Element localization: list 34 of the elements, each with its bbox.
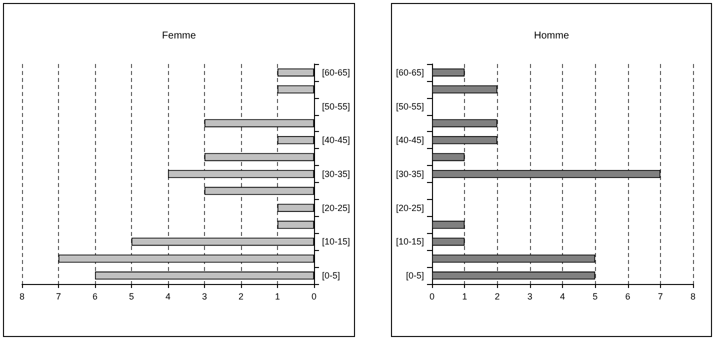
- y-tick-label: [10-15]: [396, 236, 424, 247]
- y-tick-label: [0-5]: [322, 270, 340, 281]
- y-tick-label: [30-35]: [322, 169, 350, 179]
- x-tick-label: 2: [238, 292, 244, 302]
- chart-title: Homme: [534, 30, 570, 42]
- x-tick-label: 0: [311, 292, 317, 302]
- y-tick-label: [20-25]: [396, 202, 424, 213]
- y-tick-label: [40-45]: [396, 135, 424, 146]
- x-tick-label: 5: [592, 292, 598, 302]
- x-tick-label: 1: [274, 292, 280, 302]
- x-tick-label: 7: [56, 292, 62, 302]
- y-tick-label: [30-35]: [396, 169, 424, 179]
- x-tick-label: 5: [128, 292, 134, 302]
- y-tick-label: [50-55]: [322, 101, 350, 112]
- x-tick-label: 4: [165, 292, 171, 302]
- y-tick-label: [50-55]: [396, 101, 424, 112]
- x-tick-label: 8: [690, 292, 696, 302]
- x-tick-label: 6: [625, 292, 630, 302]
- x-tick-label: 6: [92, 292, 98, 302]
- y-tick-label: [10-15]: [322, 236, 350, 247]
- chart-title: Femme: [162, 30, 196, 42]
- y-tick-label: [0-5]: [406, 270, 424, 281]
- x-tick-label: 7: [658, 292, 663, 302]
- x-tick-label: 2: [494, 292, 500, 302]
- x-tick-label: 3: [527, 292, 532, 302]
- x-tick-label: 1: [462, 292, 468, 302]
- x-tick-label: 8: [19, 292, 25, 302]
- x-tick-label: 0: [429, 292, 435, 302]
- y-tick-label: [60-65]: [322, 67, 350, 78]
- y-tick-label: [60-65]: [396, 67, 424, 78]
- y-tick-label: [40-45]: [322, 135, 350, 146]
- x-tick-label: 4: [560, 292, 566, 302]
- y-tick-label: [20-25]: [322, 202, 350, 213]
- x-tick-label: 3: [202, 292, 208, 302]
